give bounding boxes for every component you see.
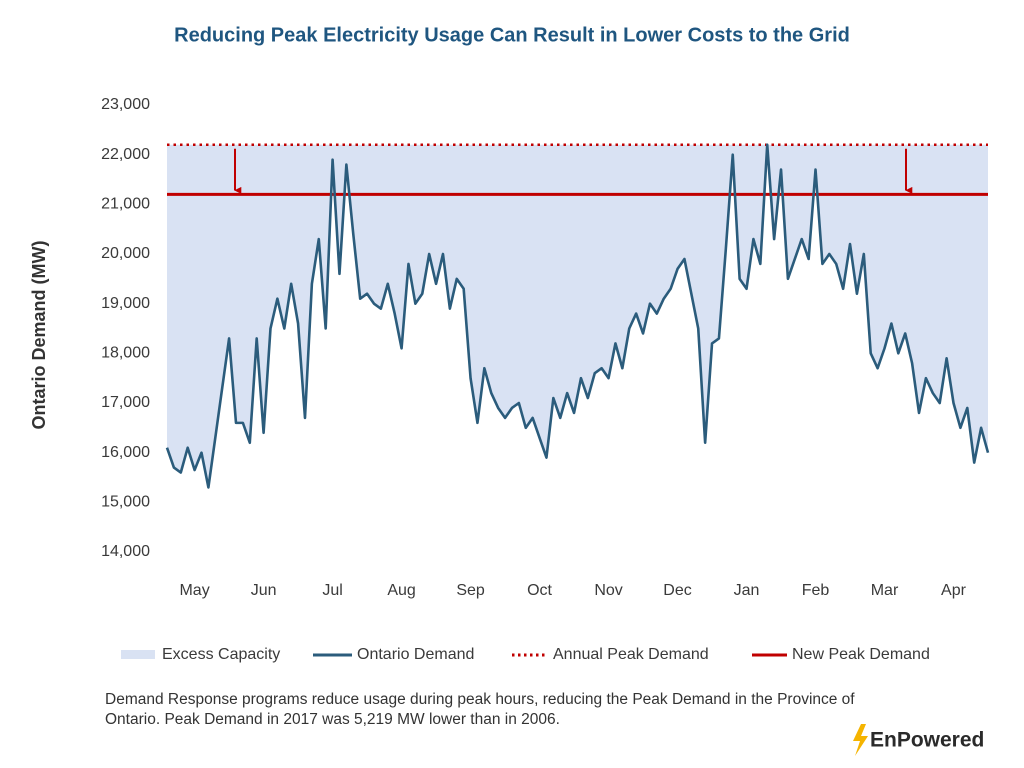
y-tick-label: 21,000	[101, 196, 150, 213]
x-tick-label: Dec	[663, 582, 691, 599]
note: Demand Response programs reduce usage du…	[105, 691, 855, 728]
legend-label: Ontario Demand	[357, 646, 474, 663]
y-tick-label: 15,000	[101, 494, 150, 511]
x-tick-label: Nov	[594, 582, 622, 599]
y-axis-label: Ontario Demand (MW)	[29, 241, 49, 430]
note-text: Demand Response programs reduce usage du…	[105, 691, 855, 728]
x-tick-label: Apr	[941, 582, 967, 599]
legend-label: Annual Peak Demand	[553, 646, 709, 663]
x-tick-label: Mar	[871, 582, 899, 599]
logo: EnPowered	[870, 729, 984, 752]
y-tick-label: 22,000	[101, 146, 150, 163]
x-tick-label: Jan	[734, 582, 760, 599]
y-tick-label: 17,000	[101, 394, 150, 411]
legend-label: New Peak Demand	[792, 646, 930, 663]
legend-label: Excess Capacity	[162, 646, 280, 663]
logo-icon	[853, 724, 868, 756]
y-tick-label: 23,000	[101, 96, 150, 113]
excess-capacity-area	[167, 144, 988, 488]
y-tick-label: 14,000	[101, 543, 150, 560]
legend-swatch	[121, 650, 155, 659]
x-tick-label: Sep	[456, 582, 485, 599]
x-tick-label: Oct	[527, 582, 552, 599]
x-tick-label: Feb	[802, 582, 830, 599]
y-tick-label: 19,000	[101, 295, 150, 312]
x-tick-label: Jul	[322, 582, 342, 599]
y-tick-label: 20,000	[101, 245, 150, 262]
demand-line	[165, 143, 990, 489]
y-tick-label: 16,000	[101, 444, 150, 461]
chart-title: Reducing Peak Electricity Usage Can Resu…	[174, 24, 850, 46]
y-tick-label: 18,000	[101, 345, 150, 362]
x-tick-label: Jun	[251, 582, 277, 599]
x-tick-label: May	[179, 582, 209, 599]
x-tick-label: Aug	[387, 582, 415, 599]
